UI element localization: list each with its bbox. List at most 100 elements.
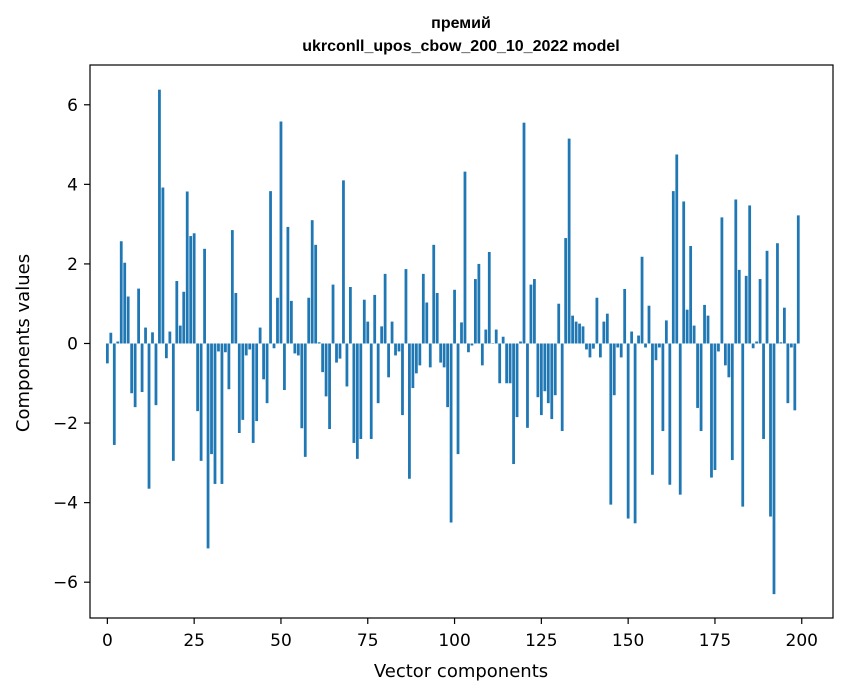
bar	[227, 343, 231, 390]
bar	[251, 343, 255, 443]
bar	[661, 343, 665, 432]
bar	[678, 343, 682, 495]
y-tick-label: 2	[67, 255, 78, 275]
chart-title: премий	[431, 15, 491, 32]
bar	[164, 343, 168, 359]
bar	[762, 343, 765, 439]
bar	[487, 251, 491, 344]
bar	[123, 262, 127, 344]
bar	[352, 343, 356, 443]
bar	[237, 343, 241, 433]
bar	[647, 305, 651, 344]
y-tick-label: 6	[67, 96, 78, 116]
y-axis-label: Components values	[13, 254, 34, 432]
bar	[546, 343, 550, 404]
bar	[182, 291, 186, 344]
bar	[730, 343, 734, 461]
bar	[588, 343, 592, 358]
bar	[529, 284, 533, 344]
bar	[411, 343, 415, 389]
bar	[619, 343, 623, 358]
bar	[793, 343, 797, 411]
bar	[380, 326, 384, 344]
bar	[185, 191, 189, 344]
bar	[720, 217, 724, 344]
bar	[786, 343, 790, 404]
bar	[741, 343, 745, 507]
bar	[637, 335, 640, 344]
x-axis: 0 25 50 75 100 125 150 175 200	[102, 618, 818, 651]
bar	[664, 320, 668, 344]
bar	[758, 279, 762, 344]
bar	[366, 321, 370, 344]
bar	[154, 343, 158, 406]
bar	[623, 288, 627, 344]
bar	[592, 343, 595, 349]
bar	[501, 336, 505, 344]
bar	[696, 343, 699, 408]
bar	[633, 343, 637, 524]
bar	[140, 343, 144, 393]
bar	[505, 343, 509, 384]
bar	[119, 241, 123, 344]
bar	[217, 343, 220, 352]
bar	[564, 238, 568, 344]
y-tick-label: 4	[67, 175, 78, 195]
bar	[710, 343, 713, 478]
bar	[317, 342, 321, 344]
x-tick-label: 0	[102, 631, 113, 651]
bar	[397, 343, 401, 352]
bar	[244, 343, 248, 356]
bar	[578, 323, 581, 344]
bar	[480, 343, 484, 366]
bar	[675, 154, 679, 344]
bar	[248, 343, 252, 350]
bar	[276, 297, 279, 344]
bar	[598, 343, 602, 358]
bar	[158, 89, 161, 344]
bar	[428, 343, 432, 368]
bar	[144, 327, 147, 344]
x-tick-label: 150	[612, 631, 644, 651]
bar	[408, 343, 411, 479]
bar	[446, 343, 449, 408]
bar	[616, 343, 620, 348]
bar	[609, 343, 613, 505]
bar	[515, 343, 519, 418]
bar	[338, 343, 342, 359]
bar	[717, 343, 720, 352]
bar	[571, 315, 574, 344]
bar	[522, 122, 526, 344]
bar	[477, 263, 481, 344]
bar	[651, 343, 654, 475]
bar	[279, 121, 283, 344]
bar	[574, 321, 578, 344]
bar	[133, 343, 137, 408]
x-tick-label: 75	[357, 631, 379, 651]
bar	[335, 343, 338, 363]
bar	[328, 343, 331, 430]
bar	[460, 322, 463, 344]
bar	[383, 273, 387, 344]
x-axis-label: Vector components	[374, 661, 548, 682]
bar	[355, 343, 359, 459]
bar	[640, 256, 644, 344]
bar	[265, 343, 269, 404]
bar	[349, 287, 352, 344]
bar	[605, 313, 609, 344]
bar	[171, 343, 175, 461]
bar	[241, 343, 245, 420]
bar	[581, 326, 585, 344]
x-tick-label: 175	[699, 631, 731, 651]
bar	[206, 343, 210, 549]
bar	[630, 331, 634, 344]
bar	[224, 343, 227, 353]
bar	[272, 343, 276, 349]
bar	[765, 250, 769, 344]
y-tick-label: −6	[53, 573, 78, 593]
bar	[543, 343, 547, 392]
bar	[414, 343, 418, 374]
bar	[626, 343, 630, 519]
bar	[314, 244, 318, 344]
bar	[439, 343, 443, 363]
